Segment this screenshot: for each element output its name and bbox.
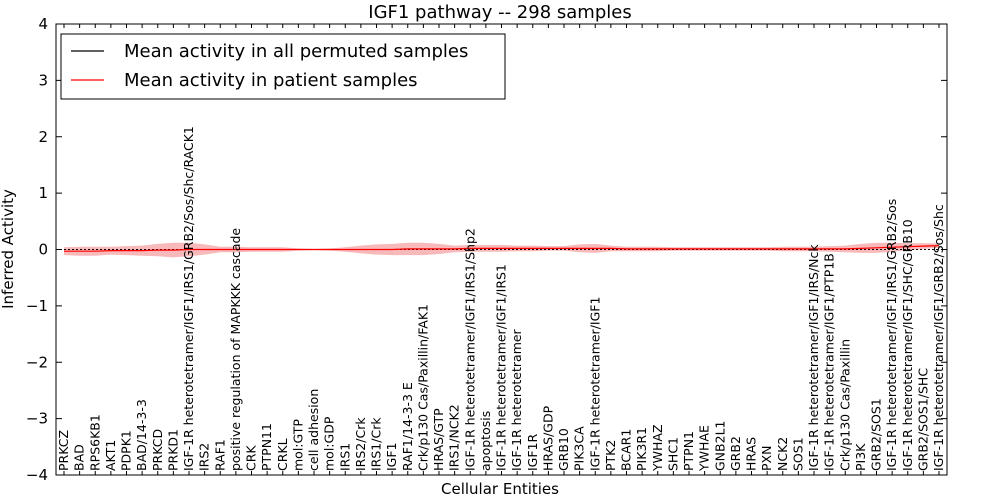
category-label: PRKCD xyxy=(150,429,165,471)
y-tick-label: 3 xyxy=(38,71,48,89)
y-tick-label: −2 xyxy=(26,353,48,371)
x-axis-title: Cellular Entities xyxy=(441,480,559,498)
category-label: RAF1 xyxy=(212,439,227,471)
category-label: SOS1 xyxy=(790,437,805,471)
category-label: IGF-1R heterotetramer/IGF1/IRS1 xyxy=(494,264,509,471)
category-label: GRB2/SOS1/SHC xyxy=(915,368,930,471)
category-label: PRKCZ xyxy=(56,430,71,471)
category-label: GRB2 xyxy=(728,436,743,471)
category-label: IRS1/Crk xyxy=(369,417,384,471)
legend-label-patient: Mean activity in patient samples xyxy=(124,70,418,91)
y-tick-label: −1 xyxy=(26,297,48,315)
category-label: IGF-1R heterotetramer/IGF1/IRS1/GRB2/Sos xyxy=(884,199,899,471)
y-axis-title: Inferred Activity xyxy=(0,189,17,309)
category-label: PDPK1 xyxy=(119,430,134,471)
category-label: mol:GTP xyxy=(290,419,305,471)
y-tick-label: 4 xyxy=(38,15,48,33)
patient-mean-line xyxy=(64,245,940,252)
category-label: IGF-1R heterotetramer/IGF1/IRS/Nck xyxy=(806,244,821,471)
category-label: IRS2/Crk xyxy=(353,417,368,471)
y-tick-label: −4 xyxy=(26,466,48,484)
category-label: IGF-1R heterotetramer/IGF1/GRB2/Sos/Shc xyxy=(931,204,946,471)
category-label: YWHAZ xyxy=(650,424,665,472)
category-label: PTPN11 xyxy=(259,423,274,471)
category-label: YWHAE xyxy=(697,425,712,472)
category-label: mol:GDP xyxy=(322,416,337,471)
category-label: IGF-1R heterotetramer xyxy=(509,328,524,471)
category-label: IRS2 xyxy=(197,443,212,471)
category-label: CRK xyxy=(244,445,259,471)
y-tick-label: −3 xyxy=(26,410,48,428)
category-label: PTPN1 xyxy=(681,431,696,471)
y-tick-label: 2 xyxy=(38,128,48,146)
category-label: apoptosis xyxy=(478,411,493,471)
category-label: positive regulation of MAPKKK cascade xyxy=(228,228,243,471)
category-label: RAF1/14-3-3 E xyxy=(400,382,415,471)
category-label: PIK3CA xyxy=(572,426,587,471)
category-label: HRAS xyxy=(744,437,759,471)
chart-title: IGF1 pathway -- 298 samples xyxy=(368,2,631,23)
category-label: IGF1R xyxy=(525,433,540,471)
category-label: CRKL xyxy=(275,438,290,471)
category-label: PTK2 xyxy=(603,440,618,471)
category-label: AKT1 xyxy=(103,440,118,471)
legend: Mean activity in all permuted samples Me… xyxy=(60,33,506,100)
category-label: PIK3R1 xyxy=(634,427,649,471)
legend-label-permuted: Mean activity in all permuted samples xyxy=(124,41,468,62)
category-label: BAD/14-3-3 xyxy=(134,399,149,471)
y-tick-label: 0 xyxy=(38,241,48,259)
category-label: NCK2 xyxy=(775,437,790,471)
category-label: Crk/p130 Cas/Paxillin xyxy=(837,339,852,471)
category-label: GNB2L1 xyxy=(712,421,727,471)
category-label: PXN xyxy=(759,446,774,471)
category-label: IRS1 xyxy=(337,443,352,471)
patient-band xyxy=(64,242,939,258)
category-label: HRAS/GDP xyxy=(540,405,555,471)
category-label: IGF-1R heterotetramer/IGF1/IRS1/Shp2 xyxy=(462,228,477,471)
category-label: IGF-1R heterotetramer/IGF1/PTP1B xyxy=(822,253,837,471)
category-label: Crk/p130 Cas/Paxillin/FAK1 xyxy=(415,304,430,471)
category-label: BCAR1 xyxy=(619,429,634,471)
category-label: SHC1 xyxy=(665,437,680,471)
category-label: IRS1/NCK2 xyxy=(447,404,462,471)
category-label: IGF1 xyxy=(384,442,399,471)
category-label: BAD xyxy=(72,444,87,471)
category-label: PI3K xyxy=(853,443,868,471)
category-label: HRAS/GTP xyxy=(431,408,446,471)
category-label: RPS6KB1 xyxy=(87,414,102,471)
y-tick-label: 1 xyxy=(38,184,48,202)
category-label: IGF-1R heterotetramer/IGF1/SHC/GRB10 xyxy=(900,219,915,471)
category-label: IGF-1R heterotetramer/IGF1 xyxy=(587,297,602,471)
category-label: cell adhesion xyxy=(306,389,321,471)
category-label: GRB10 xyxy=(556,428,571,471)
category-label: IGF-1R heterotetramer/IGF1/IRS1/GRB2/Sos… xyxy=(181,126,196,471)
category-label: PRKD1 xyxy=(165,429,180,471)
category-label: GRB2/SOS1 xyxy=(869,398,884,471)
legend-box xyxy=(60,33,506,100)
